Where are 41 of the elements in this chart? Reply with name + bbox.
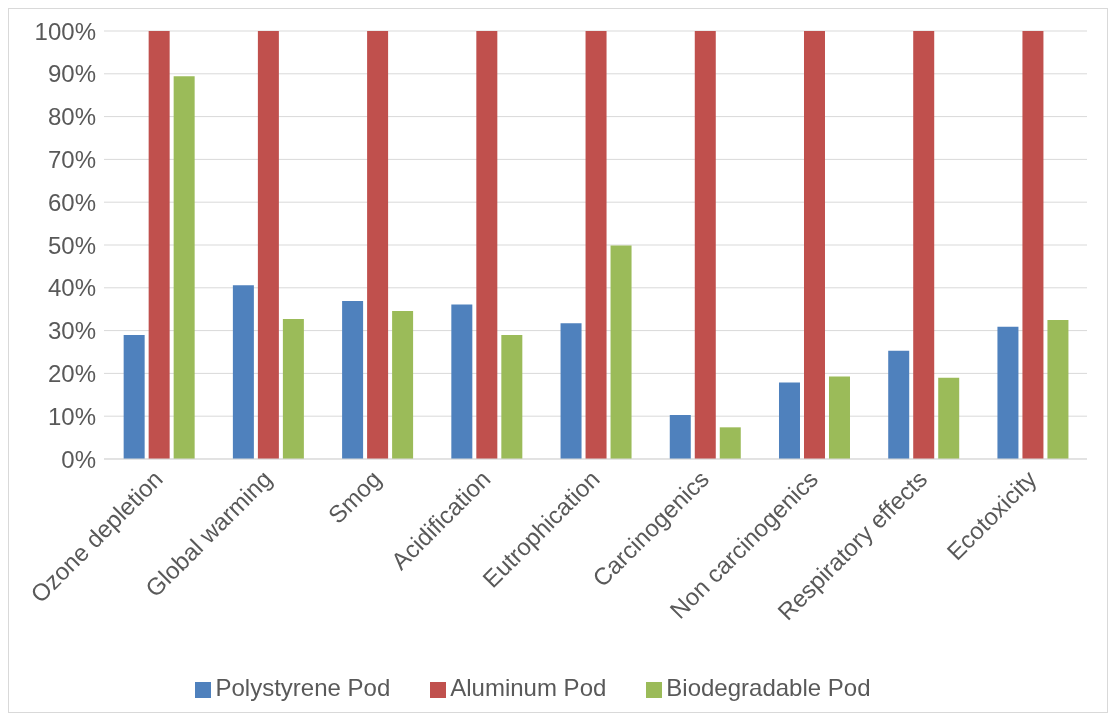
legend-label: Aluminum Pod bbox=[450, 674, 607, 701]
bar bbox=[392, 310, 414, 459]
bar bbox=[173, 76, 195, 459]
bar bbox=[451, 304, 473, 459]
bar bbox=[938, 377, 960, 459]
bar bbox=[888, 350, 910, 459]
y-tick-label: 70% bbox=[47, 145, 96, 173]
bar bbox=[803, 31, 825, 459]
y-tick-label: 20% bbox=[47, 359, 96, 387]
bar bbox=[610, 245, 632, 459]
bar bbox=[501, 334, 523, 459]
y-tick-label: 60% bbox=[47, 188, 96, 216]
bar bbox=[367, 31, 389, 459]
bar bbox=[123, 334, 145, 459]
y-tick-label: 50% bbox=[47, 231, 96, 259]
y-tick-label: 100% bbox=[34, 17, 96, 45]
bar bbox=[778, 382, 800, 459]
y-tick-label: 10% bbox=[47, 402, 96, 430]
bar bbox=[585, 31, 607, 459]
bar bbox=[694, 31, 716, 459]
bar bbox=[1047, 319, 1069, 459]
bar bbox=[669, 414, 691, 459]
bar bbox=[1022, 31, 1044, 459]
legend-label: Biodegradable Pod bbox=[666, 674, 871, 701]
bar bbox=[232, 285, 254, 459]
y-tick-label: 40% bbox=[47, 274, 96, 302]
y-tick-label: 90% bbox=[47, 60, 96, 88]
bar bbox=[282, 319, 304, 459]
bar bbox=[828, 376, 850, 459]
bar bbox=[476, 31, 498, 459]
legend-label: Polystyrene Pod bbox=[215, 674, 391, 701]
y-tick-label: 0% bbox=[61, 445, 96, 473]
bar bbox=[719, 427, 741, 459]
bar bbox=[257, 31, 279, 459]
y-tick-label: 30% bbox=[47, 317, 96, 345]
bar bbox=[560, 323, 582, 459]
bar bbox=[148, 31, 170, 459]
y-tick-label: 80% bbox=[47, 103, 96, 131]
bar bbox=[997, 326, 1019, 459]
bar bbox=[342, 301, 364, 459]
bar bbox=[913, 31, 935, 459]
